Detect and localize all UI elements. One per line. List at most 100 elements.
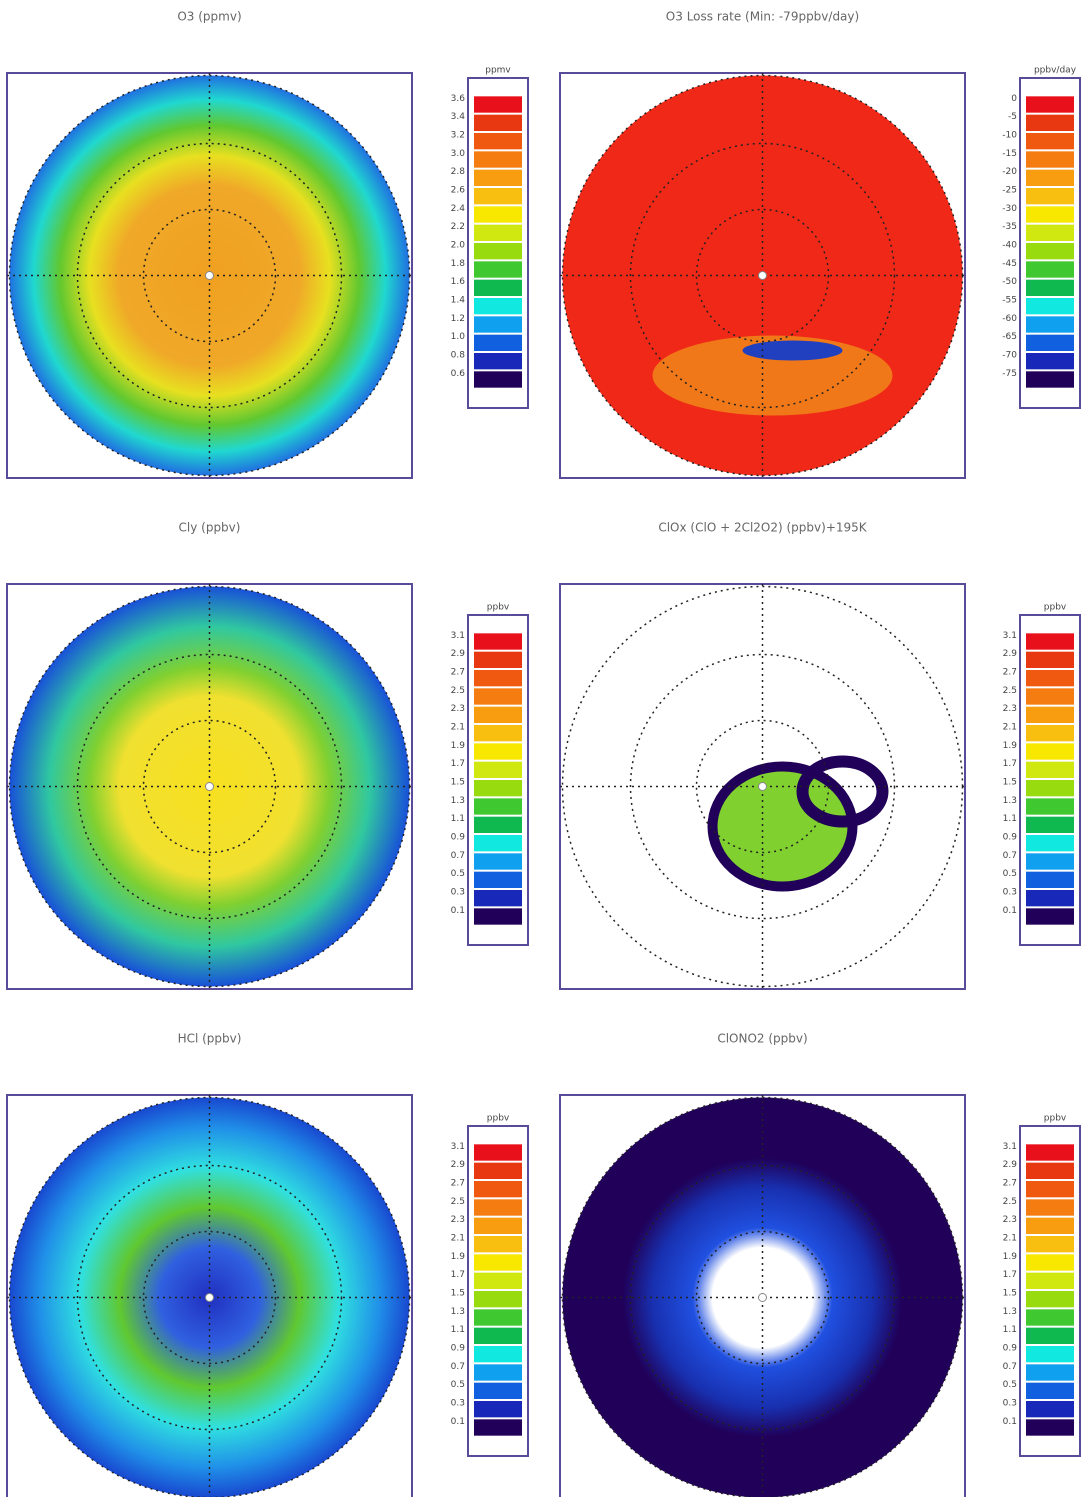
colorbar-cell xyxy=(474,1309,522,1325)
colorbar-tick-label: -50 xyxy=(1002,277,1017,287)
colorbar-tick-label: 0.7 xyxy=(1003,1362,1017,1372)
colorbar-tick-label: 1.3 xyxy=(1003,1307,1017,1317)
colorbar-tick-label: 3.0 xyxy=(451,149,466,159)
pole xyxy=(759,783,767,791)
colorbar-cell xyxy=(1026,1144,1074,1160)
colorbar-tick-label: -55 xyxy=(1002,296,1017,306)
colorbar-cell xyxy=(474,1401,522,1417)
colorbar-tick-label: 2.3 xyxy=(1003,704,1017,714)
panel-title: O3 (ppmv) xyxy=(177,10,241,24)
colorbar-cell xyxy=(474,225,522,241)
colorbar-cell xyxy=(1026,1254,1074,1270)
panel-title: HCl (ppbv) xyxy=(178,1032,242,1046)
colorbar-cell xyxy=(1026,1291,1074,1307)
colorbar-tick-label: 3.1 xyxy=(1003,631,1017,641)
pole xyxy=(206,1294,214,1302)
colorbar-tick-label: 1.9 xyxy=(1003,1252,1018,1262)
colorbar-tick-label: -10 xyxy=(1002,131,1017,141)
colorbar-tick-label: 1.5 xyxy=(451,1289,465,1299)
colorbar-cell xyxy=(1026,280,1074,296)
colorbar-cell xyxy=(474,743,522,759)
colorbar-unit: ppbv xyxy=(487,1114,510,1124)
colorbar-cell xyxy=(474,353,522,369)
colorbar-tick-label: 3.2 xyxy=(451,131,465,141)
colorbar-cell xyxy=(474,890,522,906)
colorbar-tick-label: 2.7 xyxy=(451,668,465,678)
colorbar-tick-label: 2.7 xyxy=(1003,668,1017,678)
colorbar-cell xyxy=(474,1291,522,1307)
colorbar-cell xyxy=(1026,743,1074,759)
colorbar-tick-label: 2.9 xyxy=(1003,649,1018,659)
colorbar-tick-label: 0.3 xyxy=(451,1399,465,1409)
colorbar-tick-label: 0.7 xyxy=(451,1362,465,1372)
panel: ClONO2 (ppbv)ppbv3.12.92.72.52.32.11.91.… xyxy=(560,1032,1080,1497)
colorbar-cell xyxy=(474,206,522,222)
colorbar-tick-label: 1.7 xyxy=(451,759,465,769)
colorbar-tick-label: 1.7 xyxy=(1003,759,1017,769)
colorbar-cell xyxy=(1026,908,1074,924)
colorbar-cell xyxy=(1026,1181,1074,1197)
panel-title: O3 Loss rate (Min: -79ppbv/day) xyxy=(666,10,859,24)
colorbar-tick-label: 0.5 xyxy=(1003,869,1017,879)
colorbar-cell xyxy=(1026,1401,1074,1417)
colorbar-tick-label: 1.9 xyxy=(451,1252,466,1262)
colorbar-tick-label: -60 xyxy=(1002,314,1017,324)
colorbar-cell xyxy=(474,872,522,888)
colorbar-cell xyxy=(474,798,522,814)
colorbar-tick-label: 2.7 xyxy=(451,1179,465,1189)
colorbar-cell xyxy=(1026,670,1074,686)
colorbar-tick-label: 0.1 xyxy=(1003,1417,1017,1427)
colorbar-cell xyxy=(474,1364,522,1380)
colorbar-tick-label: 0.6 xyxy=(451,369,466,379)
colorbar-cell xyxy=(1026,817,1074,833)
colorbar-cell xyxy=(1026,371,1074,387)
colorbar-cell xyxy=(474,1419,522,1435)
colorbar-cell xyxy=(1026,652,1074,668)
colorbar-cell xyxy=(1026,835,1074,851)
colorbar-tick-label: 3.4 xyxy=(451,112,466,122)
colorbar-cell xyxy=(474,96,522,112)
colorbar-cell xyxy=(1026,261,1074,277)
colorbar-tick-label: 0.1 xyxy=(451,1417,465,1427)
colorbar-tick-label: 2.1 xyxy=(451,723,465,733)
colorbar-cell xyxy=(1026,780,1074,796)
colorbar-tick-label: 0.3 xyxy=(451,888,465,898)
colorbar-cell xyxy=(474,133,522,149)
colorbar-tick-label: -15 xyxy=(1002,149,1017,159)
colorbar-tick-label: 2.4 xyxy=(451,204,466,214)
colorbar-cell xyxy=(474,688,522,704)
colorbar-cell xyxy=(1026,762,1074,778)
colorbar-cell xyxy=(474,780,522,796)
panel: O3 Loss rate (Min: -79ppbv/day)ppbv/day0… xyxy=(560,10,1080,479)
colorbar-cell xyxy=(1026,872,1074,888)
colorbar-cell xyxy=(1026,353,1074,369)
colorbar-tick-label: 0.7 xyxy=(1003,851,1017,861)
colorbar-cell xyxy=(474,151,522,167)
colorbar-cell xyxy=(1026,1199,1074,1215)
colorbar-unit: ppbv xyxy=(1044,603,1067,613)
colorbar-cell xyxy=(474,835,522,851)
colorbar-cell xyxy=(1026,890,1074,906)
colorbar-tick-label: 3.6 xyxy=(451,94,466,104)
colorbar-tick-label: -30 xyxy=(1002,204,1017,214)
colorbar-tick-label: 2.9 xyxy=(451,1160,466,1170)
pole xyxy=(759,1294,767,1302)
colorbar-cell xyxy=(474,335,522,351)
colorbar-tick-label: 0.3 xyxy=(1003,888,1017,898)
colorbar-tick-label: 0.3 xyxy=(1003,1399,1017,1409)
colorbar-tick-label: 1.3 xyxy=(1003,796,1017,806)
colorbar-tick-label: 0.5 xyxy=(451,869,465,879)
colorbar-tick-label: 1.4 xyxy=(451,296,466,306)
colorbar-tick-label: 1.3 xyxy=(451,796,465,806)
colorbar-tick-label: 0.9 xyxy=(1003,1344,1018,1354)
pole xyxy=(206,783,214,791)
colorbar-tick-label: 1.8 xyxy=(451,259,466,269)
colorbar-cell xyxy=(1026,1364,1074,1380)
colorbar-cell xyxy=(1026,1328,1074,1344)
colorbar-tick-label: 0.7 xyxy=(451,851,465,861)
colorbar-cell xyxy=(1026,151,1074,167)
colorbar-tick-label: 1.1 xyxy=(451,1325,465,1335)
colorbar-cell xyxy=(1026,225,1074,241)
colorbar-cell xyxy=(474,725,522,741)
colorbar-cell xyxy=(474,1328,522,1344)
